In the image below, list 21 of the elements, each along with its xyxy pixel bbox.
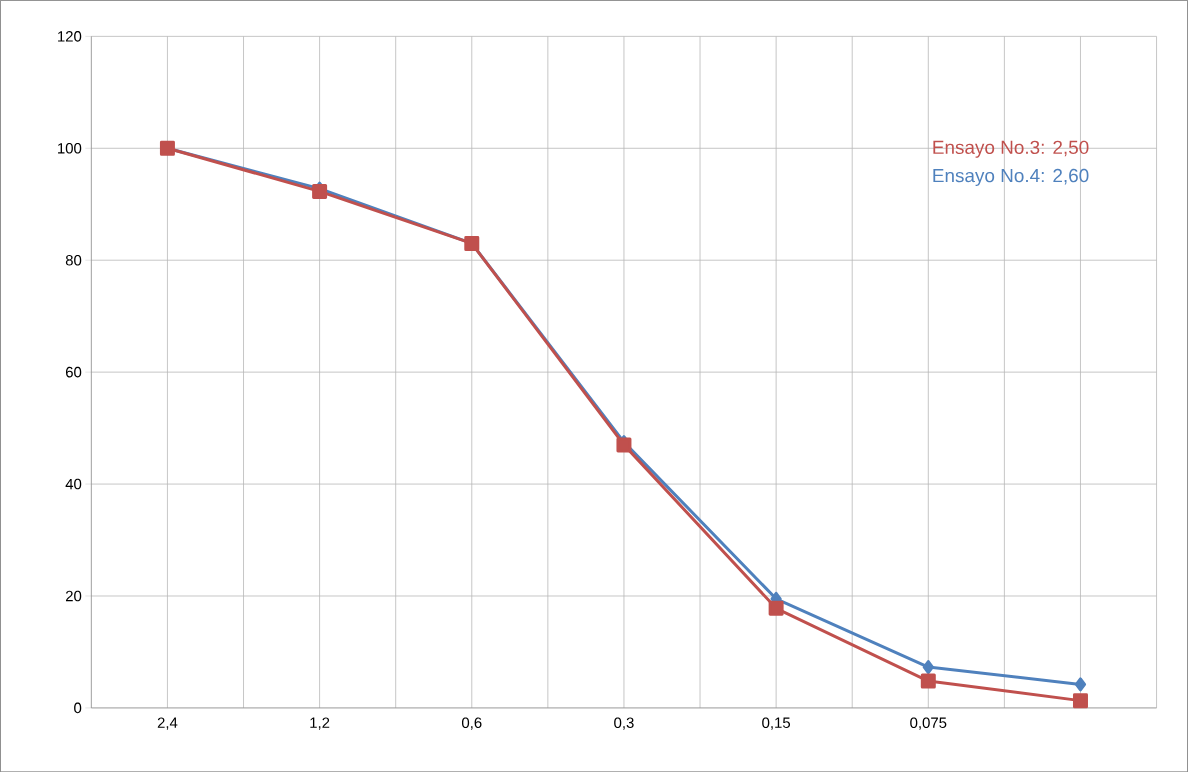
point [922,659,934,674]
point [616,437,632,453]
y-tick-label: 0 [74,702,82,714]
x-tick-label: 0,3 [614,717,634,730]
y-tick-label: 40 [65,478,82,490]
x-tick-label: 0,15 [762,717,791,730]
y-tick-label: 120 [58,30,82,42]
text: Ensayo No.3: 2,50 [933,140,1089,158]
point [768,600,784,616]
y-tick-label: 80 [65,254,82,266]
y-tick-label: 100 [58,142,82,154]
x-tick-label: 1,2 [310,717,330,730]
y-tick-label: 60 [65,366,82,378]
x-tick-label: 0,6 [461,717,482,730]
point [1072,693,1088,709]
point [920,673,936,689]
text: Ensayo No.4: 2,60 [933,168,1089,186]
x-tick-label: 2,4 [157,717,178,730]
x-tick-label: 0,075 [910,717,947,730]
point [1074,677,1087,692]
y-tick-label: 20 [65,590,82,602]
